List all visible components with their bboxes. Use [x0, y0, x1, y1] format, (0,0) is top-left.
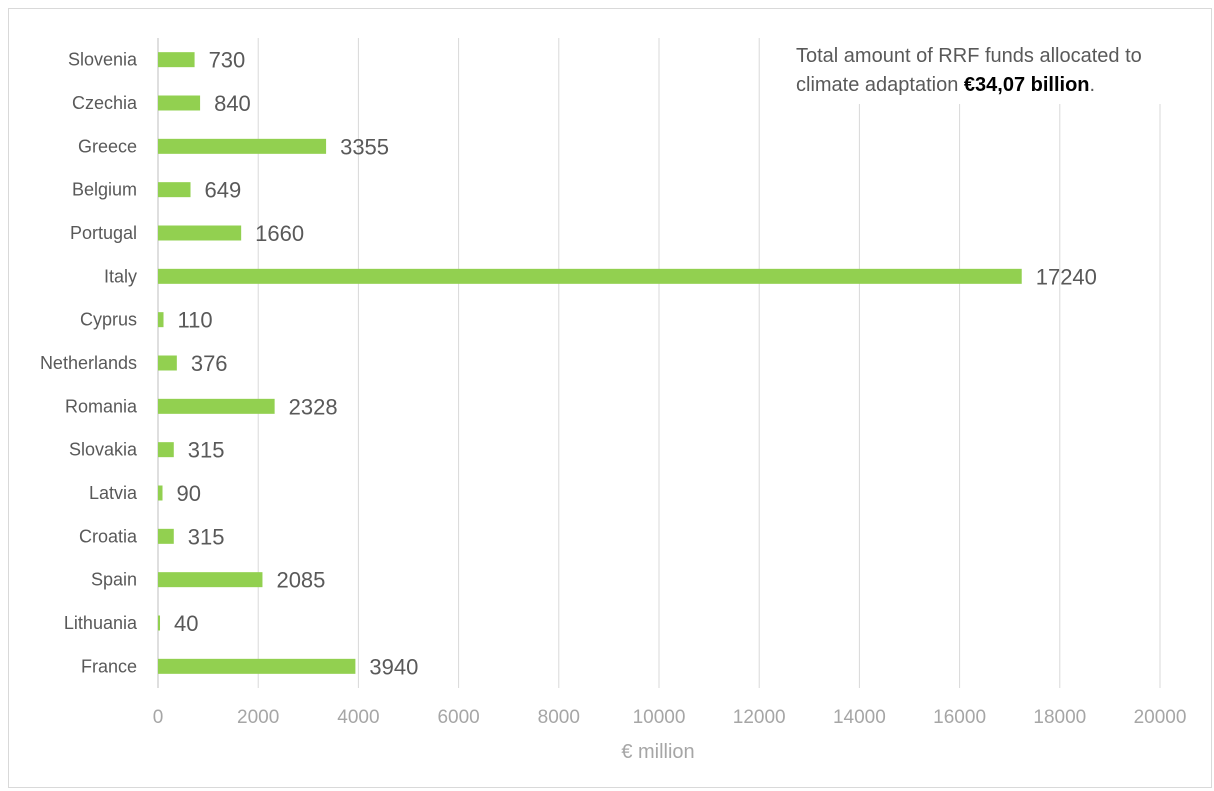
value-label-lithuania: 40: [174, 611, 198, 636]
value-label-slovakia: 315: [188, 438, 225, 463]
category-label-czechia: Czechia: [72, 93, 138, 113]
category-labels: Slovenia Czechia Greece Belgium Portugal Ital…: [40, 50, 138, 677]
value-label-latvia: 90: [177, 481, 201, 506]
value-label-netherlands: 376: [191, 351, 228, 376]
category-label-romania: Romania: [65, 396, 138, 416]
value-labels: 730 840 3355 649 1660 17240 110 376 2328 315 90 315…: [174, 48, 1097, 680]
category-label-spain: Spain: [91, 570, 137, 590]
category-label-cyprus: Cyprus: [80, 310, 137, 330]
bar-croatia: [158, 528, 174, 544]
bar-greece: [158, 138, 327, 154]
category-label-italy: Italy: [104, 266, 137, 286]
x-tick-20000: 20000: [1134, 707, 1187, 728]
bar-france: [158, 658, 356, 674]
category-label-slovakia: Slovakia: [69, 440, 138, 460]
x-tick-10000: 10000: [633, 707, 686, 728]
x-tick-6000: 6000: [437, 707, 479, 728]
value-label-france: 3940: [369, 654, 418, 679]
total-annotation: Total amount of RRF funds allocated to c…: [790, 38, 1202, 104]
category-label-slovenia: Slovenia: [68, 50, 138, 70]
bar-romania: [158, 398, 275, 414]
value-label-spain: 2085: [276, 568, 325, 593]
annotation-text: Total amount of RRF funds allocated to c…: [796, 45, 1142, 96]
bar-italy: [158, 268, 1022, 284]
x-tick-labels: 0 2000 4000 6000 8000 10000 12000 14000 16000 180…: [153, 707, 1187, 728]
bar-czechia: [158, 95, 201, 111]
bar-cyprus: [158, 312, 164, 328]
value-label-belgium: 649: [205, 178, 242, 203]
category-label-lithuania: Lithuania: [64, 613, 138, 633]
category-label-portugal: Portugal: [70, 223, 137, 243]
bar-latvia: [158, 485, 163, 501]
bar-slovakia: [158, 442, 174, 458]
value-label-greece: 3355: [340, 134, 389, 159]
value-label-slovenia: 730: [209, 48, 246, 73]
bar-lithuania: [158, 615, 161, 631]
bar-belgium: [158, 182, 191, 198]
x-tick-18000: 18000: [1033, 707, 1086, 728]
x-tick-14000: 14000: [833, 707, 886, 728]
x-axis-title: € million: [621, 741, 694, 763]
value-label-croatia: 315: [188, 524, 225, 549]
value-label-cyprus: 110: [178, 308, 213, 333]
category-label-greece: Greece: [78, 136, 137, 156]
category-label-belgium: Belgium: [72, 180, 137, 200]
category-label-netherlands: Netherlands: [40, 353, 137, 373]
annotation-suffix: .: [1089, 74, 1096, 96]
category-label-croatia: Croatia: [79, 526, 138, 546]
bar-slovenia: [158, 52, 195, 68]
category-label-latvia: Latvia: [89, 483, 138, 503]
bar-netherlands: [158, 355, 177, 371]
x-tick-8000: 8000: [538, 707, 580, 728]
chart-frame: [8, 8, 1212, 788]
x-tick-2000: 2000: [237, 707, 279, 728]
bar-spain: [158, 572, 263, 588]
x-tick-12000: 12000: [733, 707, 786, 728]
x-tick-16000: 16000: [933, 707, 986, 728]
x-tick-0: 0: [153, 707, 164, 728]
value-label-italy: 17240: [1036, 264, 1097, 289]
value-label-romania: 2328: [289, 394, 338, 419]
bar-portugal: [158, 225, 242, 241]
value-label-portugal: 1660: [255, 221, 304, 246]
category-label-france: France: [81, 656, 137, 676]
value-label-czechia: 840: [214, 91, 251, 116]
bars: [158, 52, 1022, 674]
x-tick-4000: 4000: [337, 707, 379, 728]
annotation-emphasis: €34,07 billion: [963, 74, 1090, 96]
